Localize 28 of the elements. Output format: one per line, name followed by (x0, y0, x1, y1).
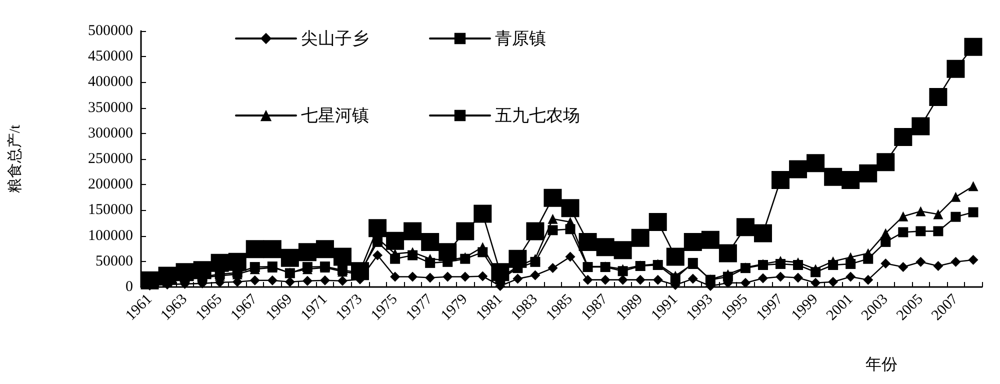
x-tick-label: 1979 (438, 291, 471, 324)
y-axis-title: 粮食总产/t (6, 124, 24, 194)
y-tick-label: 150000 (88, 202, 133, 218)
x-tick-label: 1969 (263, 291, 296, 324)
x-tick-label: 1963 (158, 291, 190, 324)
x-tick-label: 1973 (333, 291, 366, 324)
y-tick-label: 50000 (96, 253, 133, 270)
x-tick-label: 1971 (298, 291, 331, 324)
legend-label: 尖山子乡 (301, 29, 369, 48)
y-tick-label: 100000 (88, 228, 133, 244)
y-tick-label: 500000 (88, 23, 133, 39)
y-tick-label: 300000 (88, 125, 133, 142)
y-tick-label: 450000 (88, 48, 133, 65)
x-tick-label: 1983 (508, 291, 541, 324)
x-tick-label: 2001 (824, 291, 856, 324)
y-tick-label: 200000 (88, 176, 133, 193)
y-tick-label: 250000 (88, 151, 133, 167)
x-axis-title: 年份 (866, 356, 898, 374)
x-tick-label: 1989 (613, 291, 646, 324)
x-tick-label: 1991 (648, 291, 682, 324)
legend-label: 青原镇 (495, 29, 546, 48)
legend-label: 五九七农场 (495, 106, 580, 125)
x-tick-label: 1993 (684, 291, 716, 324)
x-tick-label: 1999 (788, 291, 822, 324)
legend-label: 七星河镇 (301, 106, 369, 125)
y-tick-label: 400000 (88, 74, 133, 90)
x-tick-label: 1981 (473, 291, 506, 324)
y-tick-label: 350000 (88, 100, 133, 116)
